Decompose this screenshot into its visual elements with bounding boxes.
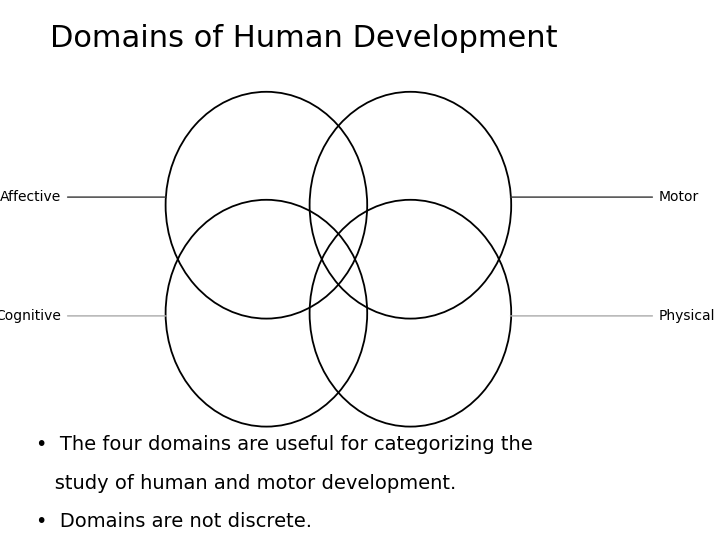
Text: Physical: Physical — [659, 309, 715, 323]
Text: study of human and motor development.: study of human and motor development. — [36, 474, 456, 492]
Text: Affective: Affective — [0, 190, 61, 204]
Text: Motor: Motor — [659, 190, 699, 204]
Text: Cognitive: Cognitive — [0, 309, 61, 323]
Text: Domains of Human Development: Domains of Human Development — [50, 24, 558, 53]
Text: •  Domains are not discrete.: • Domains are not discrete. — [36, 512, 312, 531]
Text: •  The four domains are useful for categorizing the: • The four domains are useful for catego… — [36, 435, 533, 454]
